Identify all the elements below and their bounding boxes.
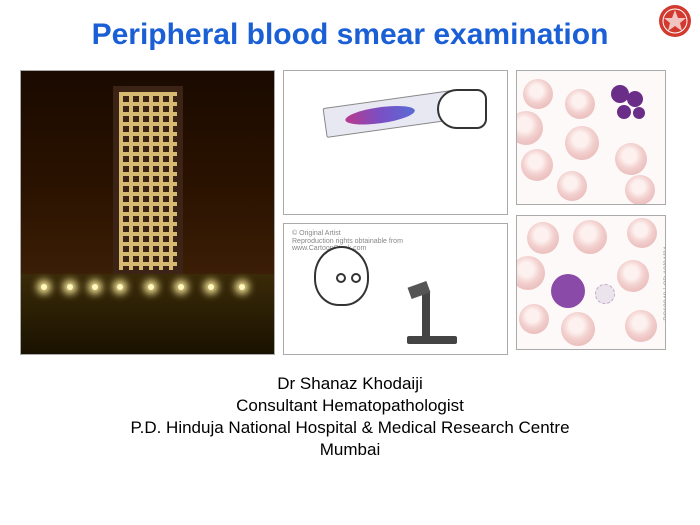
image-grid: © Original Artist Reproduction rights ob… [0,52,700,365]
micrograph-label: PC10049 | CD 10/04/24 [664,246,667,320]
author-city: Mumbai [0,439,700,461]
author-role: Consultant Hematopathologist [0,395,700,417]
hospital-building-photo [20,70,275,355]
slide-title: Peripheral blood smear examination [0,0,700,52]
microscope-cartoon: © Original Artist Reproduction rights ob… [283,223,508,355]
slide-smear-illustration [283,70,508,215]
author-credits: Dr Shanaz Khodaiji Consultant Hematopath… [0,365,700,461]
blood-smear-micrograph-2: PC10049 | CD 10/04/24 [516,215,666,350]
institution-logo [658,4,692,38]
blood-smear-micrograph-1 [516,70,666,205]
author-name: Dr Shanaz Khodaiji [0,373,700,395]
author-affiliation: P.D. Hinduja National Hospital & Medical… [0,417,700,439]
